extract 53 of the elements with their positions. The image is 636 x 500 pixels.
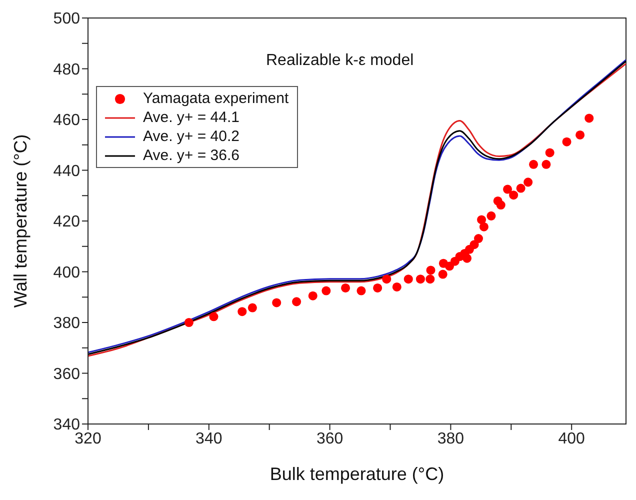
y-tick-label: 360 <box>53 366 80 383</box>
point <box>474 234 484 244</box>
x-tick-label: 360 <box>316 430 344 448</box>
point <box>322 286 331 296</box>
point <box>238 307 247 316</box>
y-tick-label: 400 <box>53 264 80 282</box>
x-tick-label: 400 <box>558 430 586 448</box>
annotation: Realizable k-ε model <box>266 52 414 70</box>
point <box>529 160 538 169</box>
point <box>209 312 218 322</box>
point <box>392 282 402 292</box>
point <box>503 184 512 194</box>
point <box>341 283 350 292</box>
y-tick-label: 500 <box>53 10 80 28</box>
point <box>438 270 448 279</box>
x-tick-label: 340 <box>196 430 222 448</box>
point <box>373 283 382 292</box>
point <box>248 303 257 312</box>
point <box>509 190 518 200</box>
y-tick-label: 440 <box>53 162 80 180</box>
point <box>516 184 526 193</box>
y-tick-label: 460 <box>53 112 80 130</box>
point <box>479 222 488 232</box>
point <box>404 274 413 284</box>
point <box>486 211 496 220</box>
point <box>576 130 585 140</box>
point <box>426 266 436 275</box>
y-tick-label: 380 <box>53 315 80 332</box>
point <box>308 291 318 300</box>
point <box>426 274 435 284</box>
point <box>542 160 551 169</box>
point <box>524 178 533 187</box>
point <box>272 298 282 308</box>
point <box>562 137 572 146</box>
point <box>382 274 392 284</box>
y-tick-label: 480 <box>53 61 80 78</box>
point <box>584 114 594 123</box>
legend-label: Ave. y+ = 40.2 <box>143 127 240 146</box>
legend-label: Yamagata experiment <box>143 89 289 108</box>
point <box>496 200 506 210</box>
point <box>416 274 425 284</box>
legend-label: Ave. y+ = 44.1 <box>143 108 240 127</box>
point <box>545 148 554 158</box>
point <box>462 254 472 263</box>
point <box>356 286 366 296</box>
point <box>292 297 302 306</box>
y-tick-label: 420 <box>53 214 80 231</box>
y-axis-title: Wall temperature (°C) <box>10 134 30 308</box>
legend-label: Ave. y+ = 36.6 <box>143 146 240 165</box>
x-tick-label: 380 <box>437 430 464 448</box>
point <box>184 318 194 328</box>
point <box>477 215 486 224</box>
x-axis-title: Bulk temperature (°C) <box>270 464 444 484</box>
